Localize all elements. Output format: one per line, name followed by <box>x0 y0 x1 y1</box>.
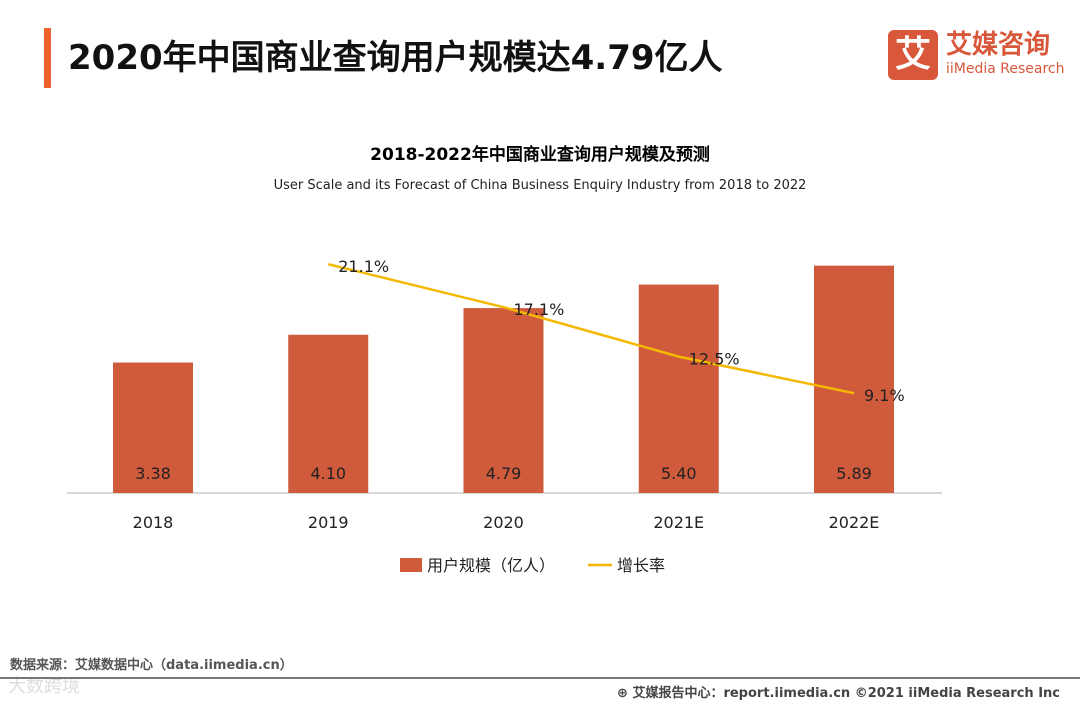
bar <box>638 284 719 493</box>
data-source: 数据来源：艾媒数据中心（data.iimedia.cn） <box>10 658 293 673</box>
globe-icon: ⊕ <box>617 686 633 701</box>
bar <box>288 334 369 493</box>
legend-bar-label: 用户规模（亿人） <box>427 556 555 575</box>
logo: 艾 艾媒咨询 iiMedia Research <box>888 30 1078 82</box>
bar <box>113 362 193 493</box>
logo-name-en: iiMedia Research <box>946 61 1065 77</box>
line-label: 21.1% <box>338 257 389 276</box>
x-tick-label: 2022E <box>829 513 880 532</box>
chart: 2018-2022年中国商业查询用户规模及预测 User Scale and i… <box>67 144 942 575</box>
line-label: 12.5% <box>689 350 740 369</box>
bar-label: 4.10 <box>310 464 346 483</box>
logo-name-cn: 艾媒咨询 <box>946 30 1051 60</box>
bar <box>463 308 544 493</box>
copyright-text: 艾媒报告中心：report.iimedia.cn ©2021 iiMedia R… <box>632 686 1060 701</box>
x-tick-label: 2021E <box>653 513 704 532</box>
chart-subtitle: User Scale and its Forecast of China Bus… <box>274 178 807 193</box>
title-accent <box>44 28 51 88</box>
chart-title: 2018-2022年中国商业查询用户规模及预测 <box>370 144 710 165</box>
footer-copyright: ⊕ 艾媒报告中心：report.iimedia.cn ©2021 iiMedia… <box>617 682 1060 701</box>
bar <box>814 265 894 493</box>
line-label: 9.1% <box>864 386 905 405</box>
bar-label: 5.40 <box>661 464 697 483</box>
legend-bar-swatch <box>400 558 422 572</box>
logo-mark: 艾 <box>888 30 938 80</box>
x-tick-label: 2018 <box>133 513 174 532</box>
x-tick-label: 2019 <box>308 513 349 532</box>
legend-line-label: 增长率 <box>617 556 665 575</box>
bar-label: 4.79 <box>486 464 522 483</box>
bar-label: 3.38 <box>135 464 171 483</box>
growth-line <box>327 262 855 395</box>
page-title: 2020年中国商业查询用户规模达4.79亿人 <box>68 38 723 78</box>
x-tick-label: 2020 <box>483 513 524 532</box>
line-label: 17.1% <box>514 300 565 319</box>
bar-label: 5.89 <box>836 464 872 483</box>
footer-divider <box>0 677 1080 679</box>
watermark: 大数跨境 <box>8 676 80 697</box>
